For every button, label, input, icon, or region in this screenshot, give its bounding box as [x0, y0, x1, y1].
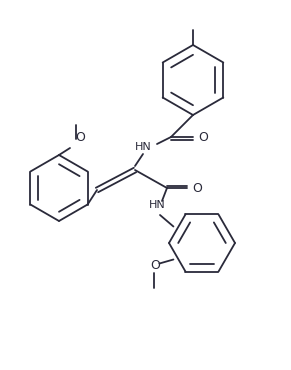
Text: O: O: [150, 259, 160, 272]
Text: HN: HN: [149, 200, 165, 210]
Text: O: O: [75, 131, 85, 144]
Text: HN: HN: [135, 142, 151, 152]
Text: O: O: [198, 131, 208, 144]
Text: O: O: [192, 182, 202, 195]
